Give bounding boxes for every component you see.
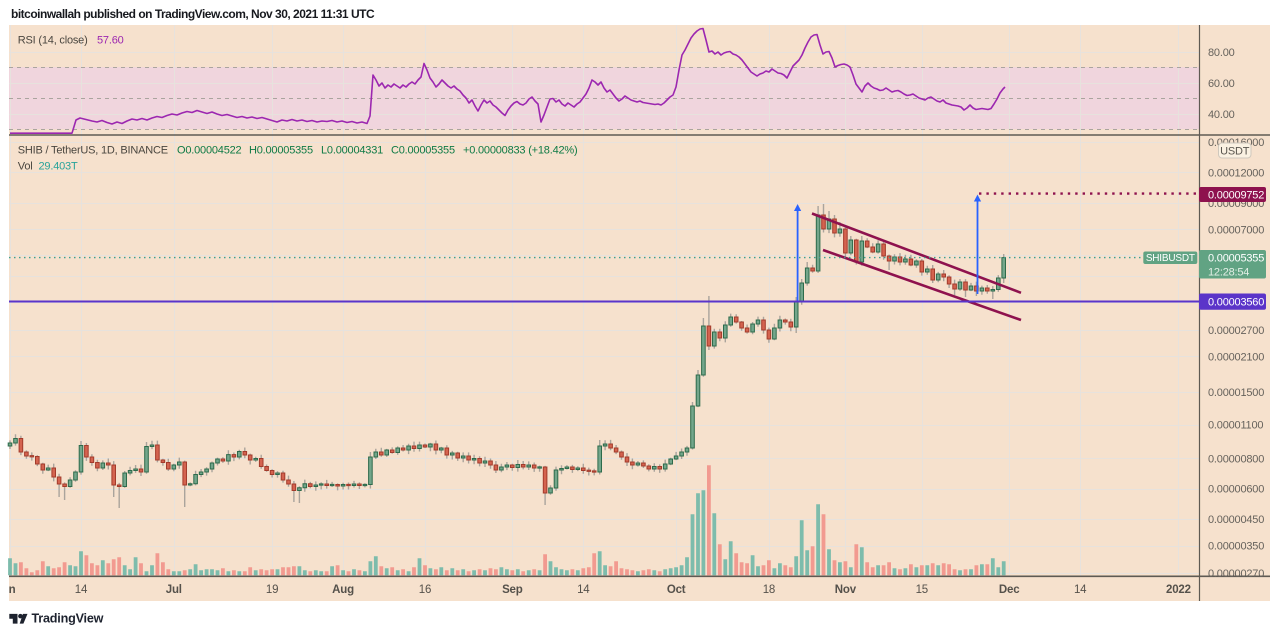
svg-text:0.00000600: 0.00000600	[1208, 484, 1264, 496]
svg-text:16: 16	[419, 584, 431, 596]
svg-text:0.00001500: 0.00001500	[1208, 387, 1264, 399]
svg-text:15: 15	[916, 584, 928, 596]
svg-text:80.00: 80.00	[1208, 47, 1235, 59]
svg-text:Sep: Sep	[502, 584, 523, 596]
svg-text:Dec: Dec	[999, 584, 1020, 596]
svg-text:0.00005355: 0.00005355	[1208, 253, 1264, 265]
svg-text:14: 14	[577, 584, 590, 596]
svg-text:Aug: Aug	[332, 584, 354, 596]
svg-text:USDT: USDT	[1220, 146, 1250, 158]
svg-text:Oct: Oct	[667, 584, 686, 596]
svg-text:+0.00000833 (+18.42%): +0.00000833 (+18.42%)	[463, 145, 577, 157]
svg-text:n: n	[9, 584, 16, 596]
svg-text:60.00: 60.00	[1208, 78, 1235, 90]
svg-text:40.00: 40.00	[1208, 109, 1235, 121]
svg-text:L0.00004331: L0.00004331	[321, 145, 383, 157]
svg-text:0.00000350: 0.00000350	[1208, 541, 1264, 553]
svg-text:0.00002700: 0.00002700	[1208, 325, 1264, 337]
svg-text:19: 19	[266, 584, 278, 596]
svg-text:57.60: 57.60	[97, 35, 124, 47]
svg-text:0.00009752: 0.00009752	[1208, 190, 1264, 202]
svg-text:0.00003560: 0.00003560	[1208, 297, 1264, 309]
svg-text:0.00000800: 0.00000800	[1208, 453, 1264, 465]
svg-text:0.00012000: 0.00012000	[1208, 167, 1264, 179]
svg-text:SHIBUSDT: SHIBUSDT	[1146, 253, 1195, 264]
svg-text:14: 14	[1074, 584, 1087, 596]
svg-text:TradingView: TradingView	[32, 612, 104, 626]
svg-text:14: 14	[75, 584, 88, 596]
svg-text:29.403T: 29.403T	[39, 161, 78, 173]
svg-text:0.00002100: 0.00002100	[1208, 351, 1264, 363]
svg-text:C0.00005355: C0.00005355	[391, 145, 455, 157]
svg-text:2022: 2022	[1166, 584, 1191, 596]
svg-text:H0.00005355: H0.00005355	[249, 145, 313, 157]
svg-text:SHIB / TetherUS, 1D, BINANCE: SHIB / TetherUS, 1D, BINANCE	[18, 145, 168, 157]
svg-text:Nov: Nov	[835, 584, 857, 596]
svg-text:0.00001100: 0.00001100	[1208, 420, 1263, 432]
svg-text:18: 18	[763, 584, 775, 596]
svg-text:O0.00004522: O0.00004522	[177, 145, 242, 157]
svg-text:Jul: Jul	[166, 584, 182, 596]
svg-text:Vol: Vol	[18, 161, 33, 173]
svg-text:0.00007000: 0.00007000	[1208, 224, 1264, 236]
svg-text:0.00000450: 0.00000450	[1208, 514, 1264, 526]
svg-text:0.00000270: 0.00000270	[1208, 568, 1264, 580]
svg-text:RSI (14, close): RSI (14, close)	[18, 35, 88, 47]
svg-text:12:28:54: 12:28:54	[1208, 267, 1249, 279]
